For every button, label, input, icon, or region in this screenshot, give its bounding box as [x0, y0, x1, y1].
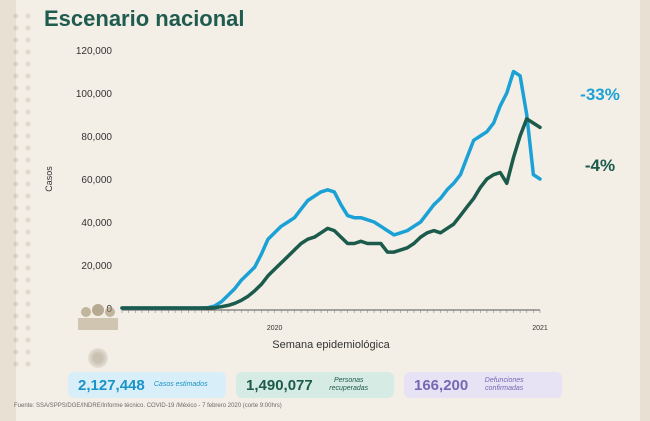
- y-tick-label: 100,000: [76, 89, 113, 100]
- x-axis-label: Semana epidemiológica: [272, 339, 390, 351]
- y-tick-label: 20,000: [81, 261, 112, 272]
- stat-value: 166,200: [414, 376, 469, 394]
- x-tick-label: 2020: [267, 325, 283, 332]
- series-end-label: -33%: [580, 85, 620, 104]
- series-end-label: -4%: [585, 156, 615, 175]
- y-tick-label: 120,000: [76, 46, 113, 57]
- stat-pill-recovered: 1,490,077 Personas recuperadas: [236, 372, 394, 398]
- y-tick-label: 40,000: [81, 218, 112, 229]
- stat-label: Defunciones confirmadas: [484, 377, 524, 392]
- series-line: [120, 117, 542, 310]
- y-tick-label: 60,000: [81, 175, 112, 186]
- stat-label: Casos estimados: [153, 381, 208, 388]
- x-tick-label: 2021: [532, 325, 548, 332]
- stat-value: 1,490,077: [246, 376, 313, 394]
- left-decor-strip: [0, 0, 16, 421]
- y-axis-label: Casos: [44, 166, 54, 192]
- decorative-pattern: [10, 10, 36, 370]
- page-title: Escenario nacional: [44, 6, 245, 31]
- government-seal-icon: [88, 348, 108, 368]
- right-decor-strip: [640, 0, 650, 421]
- stat-pill-deaths: 166,200 Defunciones confirmadas: [404, 372, 562, 398]
- historic-figures-illustration: [78, 304, 118, 330]
- source-footer: Fuente: SSA/SPPS/DGE/INDRE/Informe técni…: [14, 403, 282, 409]
- y-tick-label: 80,000: [81, 132, 112, 143]
- stat-pill-estimated-cases: 2,127,448 Casos estimados: [68, 372, 226, 398]
- stat-label: Personas recuperadas: [329, 377, 369, 392]
- stat-value: 2,127,448: [78, 376, 145, 394]
